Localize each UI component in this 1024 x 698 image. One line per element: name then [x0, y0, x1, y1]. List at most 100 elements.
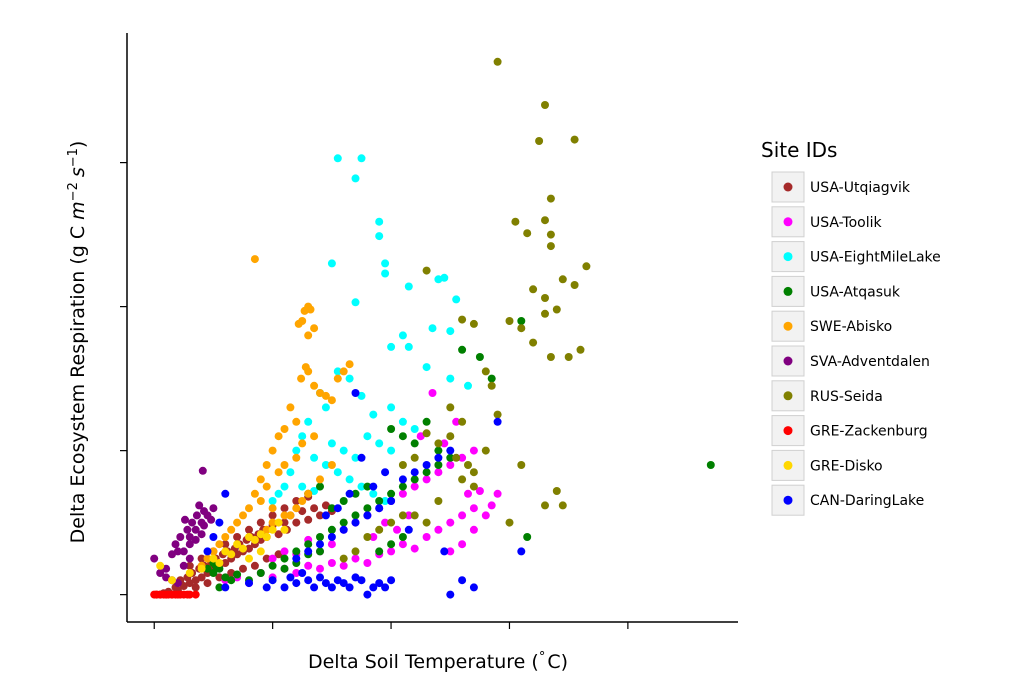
data-point	[363, 533, 372, 541]
data-point	[176, 533, 185, 541]
data-point	[487, 501, 496, 510]
data-point	[304, 561, 313, 570]
legend-item: USA-Atqasuk	[771, 275, 901, 307]
data-point	[422, 533, 431, 541]
data-point	[256, 569, 265, 577]
y-axis-label: Delta Ecosystem Respiration (g C m−2s−1)	[66, 141, 90, 544]
data-point	[351, 511, 360, 520]
data-point	[262, 533, 271, 541]
legend-label: SWE-Abisko	[810, 319, 892, 335]
data-point	[304, 417, 313, 426]
data-point	[298, 497, 307, 505]
data-point	[203, 579, 212, 588]
data-point	[316, 511, 324, 520]
data-point	[434, 468, 443, 477]
data-point	[381, 468, 390, 477]
data-point	[576, 345, 585, 354]
legend-marker	[783, 286, 793, 296]
data-point	[398, 533, 407, 541]
legend-marker	[783, 182, 793, 192]
data-point	[535, 137, 544, 145]
data-point	[298, 507, 307, 516]
data-point	[250, 255, 259, 264]
data-point	[546, 194, 555, 203]
data-point	[298, 439, 307, 448]
data-point	[286, 511, 295, 520]
data-point	[233, 540, 242, 549]
data-point	[162, 564, 171, 573]
data-point	[404, 525, 413, 534]
data-point	[197, 564, 206, 573]
data-point	[198, 466, 207, 475]
data-point	[321, 501, 330, 510]
data-point	[304, 547, 313, 556]
data-point	[387, 576, 396, 585]
data-point	[458, 511, 467, 520]
data-point	[280, 547, 289, 556]
data-point	[345, 374, 354, 383]
data-point	[345, 475, 354, 484]
data-point	[168, 550, 176, 559]
data-point	[256, 535, 265, 544]
data-point	[706, 461, 715, 469]
data-point	[280, 482, 289, 491]
data-point	[221, 583, 230, 592]
data-point	[523, 533, 532, 541]
data-point	[469, 468, 478, 477]
data-point	[185, 533, 194, 541]
data-point	[233, 533, 242, 541]
legend-label: GRE-Disko	[810, 458, 883, 474]
data-point	[298, 482, 307, 491]
data-point	[209, 554, 218, 563]
data-point	[475, 353, 484, 361]
data-point	[268, 504, 277, 513]
data-point	[191, 590, 200, 599]
data-point	[245, 579, 253, 588]
data-point	[200, 521, 208, 530]
data-point	[233, 570, 242, 579]
data-point	[351, 518, 360, 527]
data-point	[262, 461, 271, 469]
data-point	[298, 569, 307, 577]
legend-label: USA-Toolik	[810, 215, 883, 231]
data-point	[280, 518, 289, 527]
data-point	[357, 391, 366, 400]
y-ticks	[120, 162, 127, 596]
data-point	[434, 497, 443, 505]
data-point	[481, 511, 490, 520]
data-point	[558, 275, 567, 284]
data-point	[209, 569, 218, 577]
data-point	[351, 174, 360, 183]
data-point	[410, 511, 419, 520]
data-point	[304, 367, 313, 376]
data-point	[227, 550, 236, 559]
data-point	[487, 381, 496, 390]
data-point	[256, 497, 265, 505]
data-point	[327, 540, 336, 549]
data-point	[292, 497, 301, 505]
data-point	[256, 475, 265, 484]
data-point	[316, 573, 324, 582]
data-point	[333, 468, 342, 477]
data-point	[387, 403, 396, 412]
data-point	[398, 331, 407, 340]
data-point	[215, 540, 224, 549]
data-point	[404, 511, 413, 520]
data-point	[221, 559, 230, 567]
data-point	[570, 135, 579, 144]
data-point	[387, 425, 396, 433]
legend: Site IDs USA-Utqiagvik USA-Toolik USA-Eigh…	[761, 138, 941, 516]
data-point	[410, 453, 419, 462]
legend-label: RUS-Seida	[810, 389, 883, 405]
data-point	[280, 583, 289, 592]
data-point	[179, 582, 188, 590]
series-rus-seida	[339, 57, 591, 563]
data-point	[375, 439, 384, 448]
data-point	[191, 535, 200, 544]
data-point	[297, 374, 306, 383]
data-point	[203, 547, 212, 556]
legend-marker	[783, 217, 793, 227]
data-point	[333, 504, 342, 513]
data-point	[156, 561, 165, 570]
data-point	[434, 525, 443, 534]
